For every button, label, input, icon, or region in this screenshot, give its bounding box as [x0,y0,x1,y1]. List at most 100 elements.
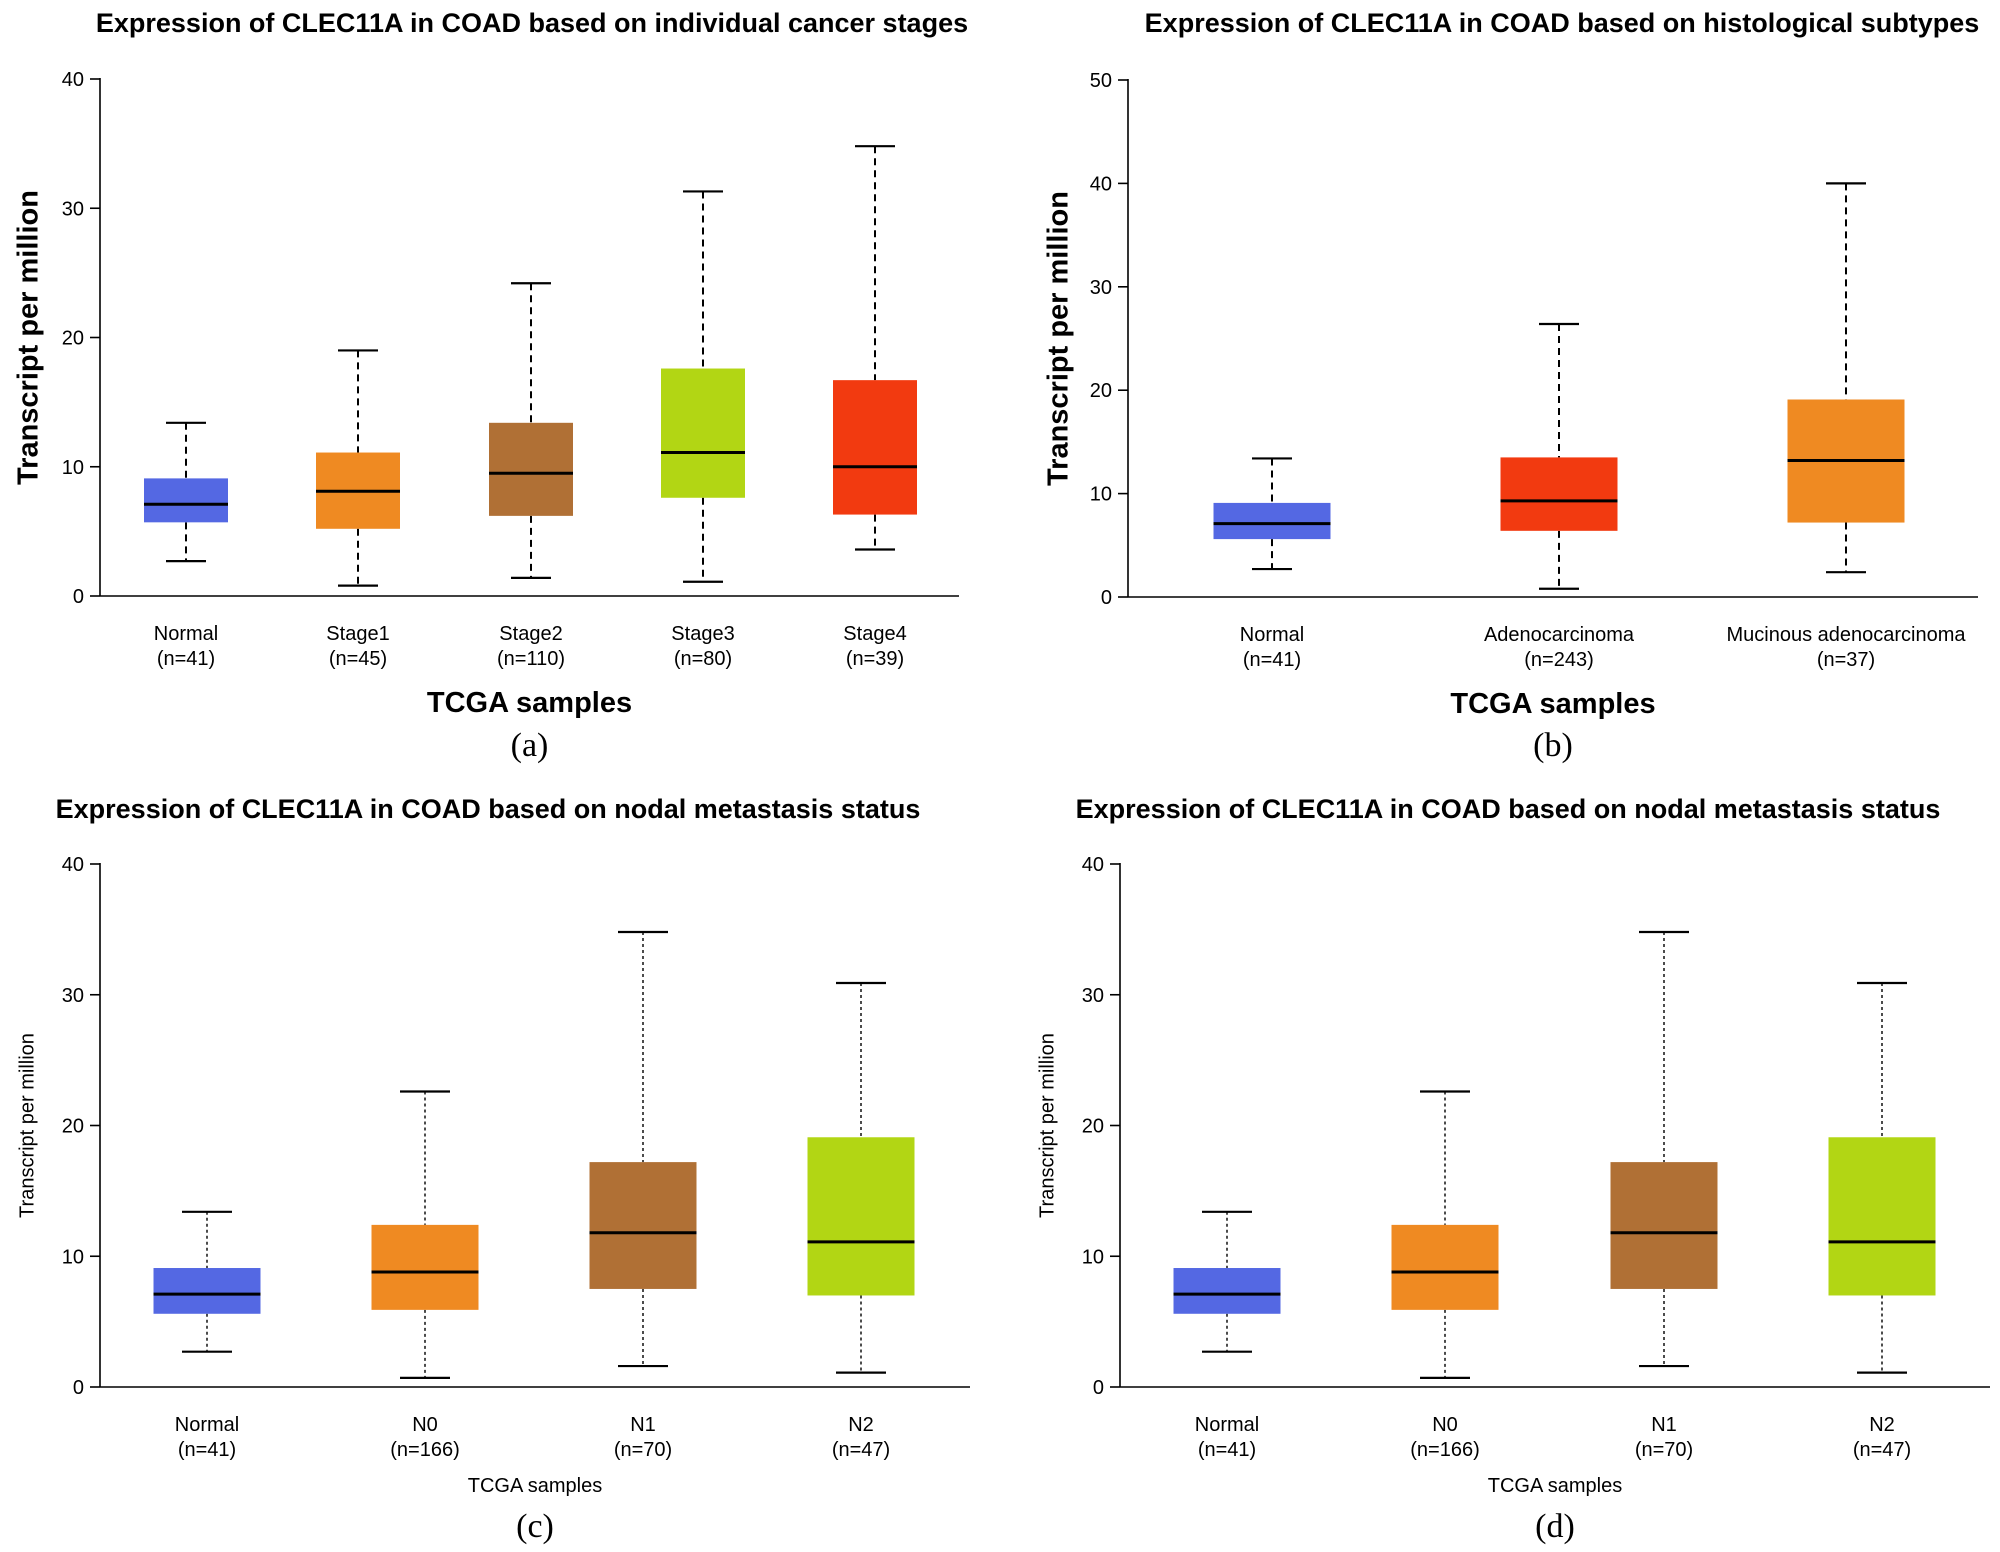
x-axis-label: TCGA samples [1450,688,1655,720]
x-tick-label: Stage3 [671,623,734,645]
y-tick-label: 10 [62,457,84,479]
y-tick-label: 40 [1090,173,1112,195]
y-tick-label: 40 [62,854,84,876]
x-axis-label: TCGA samples [427,687,632,719]
iqr-box [589,1162,697,1289]
chart-title: Expression of CLEC11A in COAD based on h… [1145,8,1980,38]
y-tick-label: 10 [62,1246,84,1268]
x-tick-count: (n=41) [178,1439,236,1461]
chart-panel-a: Expression of CLEC11A in COAD based on i… [13,8,968,764]
iqr-box [807,1137,915,1296]
y-tick-label: 0 [1093,1377,1104,1399]
iqr-box [1500,457,1618,531]
box-n0 [1391,1090,1499,1379]
y-tick-label: 20 [1082,1116,1104,1138]
box-n1 [1610,930,1718,1368]
x-tick-label: Normal [175,1414,239,1436]
iqr-box [371,1224,479,1310]
iqr-box [144,478,228,523]
chart-title: Expression of CLEC11A in COAD based on n… [56,794,921,824]
x-tick-count: (n=70) [614,1439,672,1461]
y-tick-label: 30 [62,198,84,220]
iqr-box [661,368,745,498]
x-tick-label: Normal [1240,624,1304,646]
y-tick-label: 40 [1082,854,1104,876]
y-tick-label: 40 [62,69,84,91]
box-stage2 [489,282,573,580]
box-normal [144,421,228,563]
box-normal [1173,1210,1281,1353]
y-axis-label: Transcript per million [16,1033,38,1218]
box-normal [153,1210,261,1353]
y-tick-label: 30 [62,985,84,1007]
box-stage1 [316,349,400,587]
panel-label: (a) [511,727,549,764]
iqr-box [1173,1268,1281,1314]
x-tick-label: N2 [1869,1414,1895,1436]
y-tick-label: 20 [62,328,84,350]
y-tick-label: 30 [1090,277,1112,299]
x-axis-label: TCGA samples [1488,1475,1622,1497]
y-tick-label: 0 [73,1377,84,1399]
x-tick-label: Stage2 [499,623,562,645]
y-axis-label: Transcript per million [1043,191,1075,486]
iqr-box [833,380,917,515]
chart-title: Expression of CLEC11A in COAD based on i… [96,8,968,38]
chart-title: Expression of CLEC11A in COAD based on n… [1076,794,1941,824]
y-tick-label: 30 [1082,985,1104,1007]
x-tick-label: N2 [848,1414,874,1436]
x-tick-label: Mucinous adenocarcinoma [1726,624,1966,646]
x-tick-count: (n=166) [390,1439,460,1461]
iqr-box [153,1268,261,1314]
box-normal [1213,457,1331,571]
x-tick-count: (n=41) [1198,1439,1256,1461]
panel-label: (d) [1535,1508,1575,1545]
box-n1 [589,930,697,1368]
box-n2 [1828,981,1936,1374]
box-stage4 [833,145,917,551]
box-n0 [371,1090,479,1379]
x-tick-count: (n=39) [846,648,904,670]
x-tick-label: Stage4 [843,623,906,645]
chart-panel-d: Expression of CLEC11A in COAD based on n… [1036,794,1990,1545]
box-adenocarcinoma [1500,322,1618,590]
x-tick-count: (n=110) [497,648,565,670]
box-n2 [807,981,915,1374]
x-tick-count: (n=45) [329,648,387,670]
y-tick-label: 0 [1101,587,1112,609]
y-tick-label: 20 [62,1116,84,1138]
x-tick-count: (n=47) [832,1439,890,1461]
panel-label: (b) [1533,727,1573,764]
y-tick-label: 10 [1082,1246,1104,1268]
chart-panel-c: Expression of CLEC11A in COAD based on n… [16,794,970,1545]
x-tick-count: (n=70) [1635,1439,1693,1461]
x-tick-label: Adenocarcinoma [1484,624,1635,646]
x-tick-count: (n=80) [674,648,732,670]
y-axis-label: Transcript per million [1036,1033,1058,1218]
x-tick-label: Stage1 [326,623,389,645]
x-tick-count: (n=41) [157,648,215,670]
x-tick-label: N1 [630,1414,656,1436]
x-tick-count: (n=37) [1817,649,1875,671]
x-tick-label: Normal [154,623,218,645]
x-tick-label: N0 [1432,1414,1458,1436]
x-tick-label: N1 [1651,1414,1677,1436]
chart-panel-b: Expression of CLEC11A in COAD based on h… [1043,8,1980,764]
y-tick-label: 10 [1090,484,1112,506]
panel-label: (c) [516,1508,554,1545]
x-axis-label: TCGA samples [468,1475,602,1497]
y-tick-label: 50 [1090,70,1112,92]
y-axis-label: Transcript per million [13,190,45,485]
box-stage3 [661,190,745,583]
x-tick-count: (n=166) [1410,1439,1480,1461]
iqr-box [1213,502,1331,540]
iqr-box [1610,1162,1718,1289]
y-tick-label: 0 [73,586,84,608]
x-tick-label: N0 [412,1414,438,1436]
x-tick-count: (n=243) [1524,649,1594,671]
x-tick-count: (n=41) [1243,649,1301,671]
box-mucinous-adenocarcinoma [1787,182,1905,574]
iqr-box [489,422,573,516]
